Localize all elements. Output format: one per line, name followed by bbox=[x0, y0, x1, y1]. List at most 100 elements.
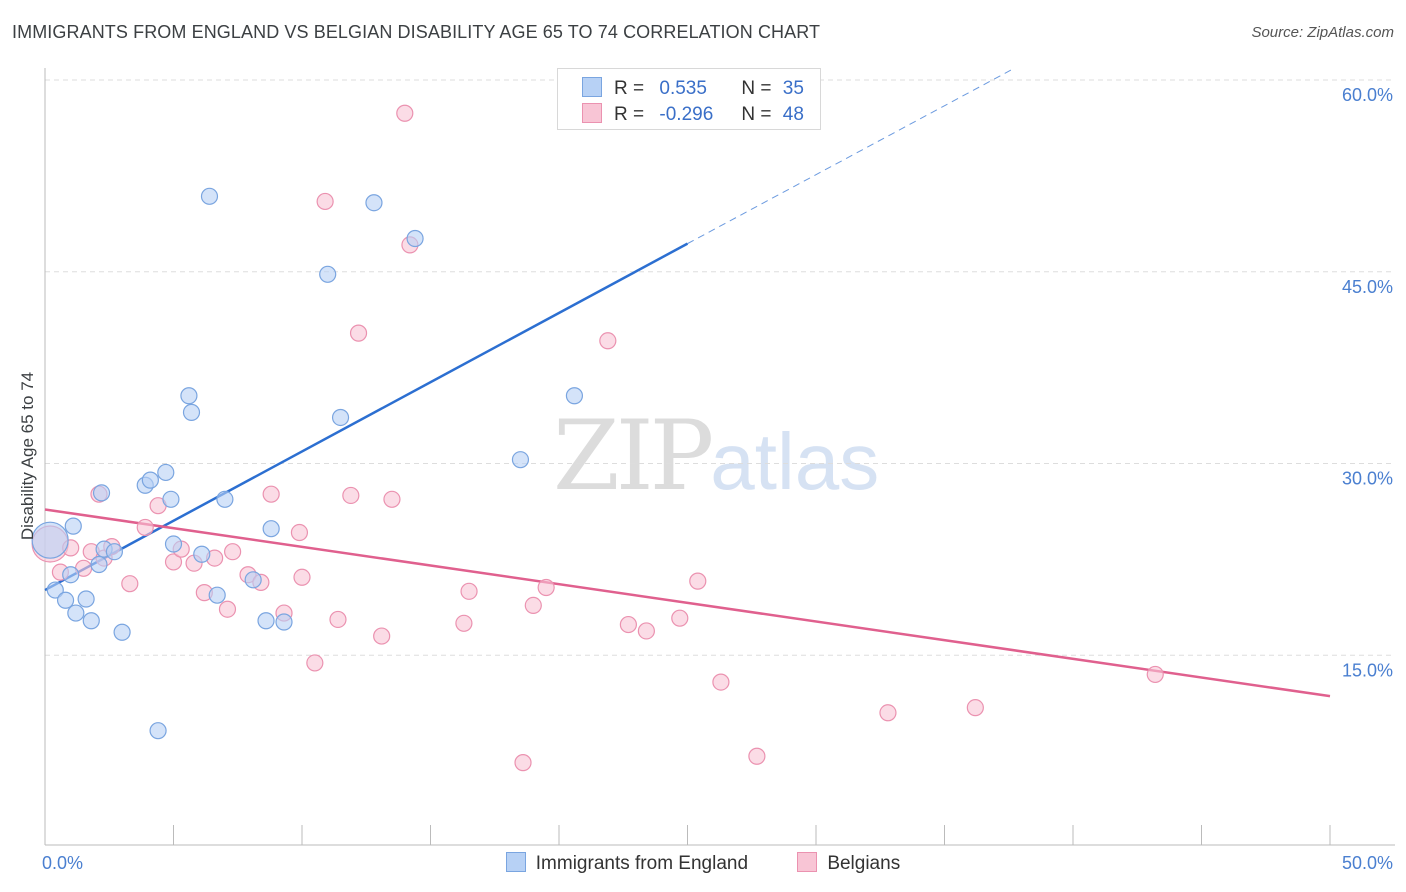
correlation-legend: R = 0.535 N = 35 R = -0.296 N = 48 bbox=[557, 68, 821, 130]
england-swatch bbox=[582, 77, 602, 97]
england-point bbox=[31, 521, 69, 559]
belgian-point bbox=[689, 572, 707, 590]
england-n-label: N = bbox=[741, 78, 772, 99]
belgian-point bbox=[342, 486, 360, 505]
england-point bbox=[82, 612, 100, 630]
england-point bbox=[77, 590, 95, 608]
belgian-point bbox=[136, 518, 154, 537]
axes bbox=[44, 68, 1395, 846]
england-r-label: R = bbox=[614, 78, 645, 99]
england-point bbox=[216, 490, 234, 508]
england-point bbox=[244, 571, 262, 589]
belgian-point bbox=[637, 622, 655, 640]
belgian-point bbox=[290, 523, 309, 542]
belgian-swatch bbox=[582, 103, 602, 123]
england-point bbox=[406, 229, 424, 248]
chart-title: IMMIGRANTS FROM ENGLAND VS BELGIAN DISAB… bbox=[12, 22, 821, 42]
england-point bbox=[182, 403, 201, 421]
belgian-point bbox=[293, 568, 311, 586]
data-points bbox=[31, 104, 1164, 772]
england-point bbox=[193, 545, 211, 563]
belgian-n-label: N = bbox=[741, 104, 772, 125]
england-point bbox=[105, 543, 123, 561]
england-point bbox=[56, 591, 75, 609]
england-point bbox=[262, 520, 280, 538]
belgian-point bbox=[455, 614, 473, 632]
england-point bbox=[157, 463, 175, 482]
belgian-point bbox=[599, 332, 617, 350]
england-point bbox=[565, 387, 584, 405]
chart-source: Source: ZipAtlas.com bbox=[1251, 24, 1394, 41]
belgian-point bbox=[537, 578, 555, 597]
watermark-atlas: atlas bbox=[710, 417, 880, 506]
x-tick-label: 0.0% bbox=[42, 853, 83, 873]
england-trend-extension bbox=[687, 68, 1015, 245]
belgian-n-value: 48 bbox=[782, 104, 804, 125]
belgian-point bbox=[748, 747, 766, 765]
belgian-point bbox=[1146, 665, 1164, 684]
legend-item-england: Immigrants from England bbox=[505, 852, 749, 875]
england-point bbox=[64, 517, 82, 535]
y-tick-label: 30.0% bbox=[1342, 469, 1393, 489]
england-point bbox=[180, 387, 198, 405]
belgian-point bbox=[514, 754, 532, 772]
legend-belgian-swatch bbox=[797, 852, 818, 872]
belgian-point bbox=[619, 615, 637, 634]
watermark: ZIPatlas bbox=[553, 400, 879, 512]
watermark-zip: ZIP bbox=[553, 400, 714, 512]
england-point bbox=[162, 490, 180, 508]
england-point bbox=[319, 265, 337, 283]
y-tick-label: 45.0% bbox=[1342, 277, 1393, 297]
belgian-point bbox=[349, 324, 368, 342]
england-point bbox=[67, 604, 85, 622]
belgian-r-label: R = bbox=[614, 104, 645, 125]
belgian-point bbox=[671, 609, 689, 627]
x-tick-label: 50.0% bbox=[1342, 853, 1393, 873]
england-point bbox=[62, 566, 80, 584]
belgian-point bbox=[966, 699, 984, 717]
england-point bbox=[208, 586, 226, 604]
belgian-trend-line bbox=[44, 508, 1331, 698]
england-point bbox=[511, 451, 530, 469]
belgian-point bbox=[373, 627, 391, 645]
belgian-point bbox=[460, 582, 478, 600]
belgian-point bbox=[524, 596, 542, 614]
england-point bbox=[113, 623, 131, 641]
belgian-point bbox=[121, 575, 139, 593]
england-point bbox=[141, 471, 159, 489]
legend-row-belgians: R = -0.296 N = 48 bbox=[582, 103, 804, 125]
legend-row-england: R = 0.535 N = 35 bbox=[582, 77, 804, 99]
belgian-point bbox=[218, 600, 237, 618]
england-point bbox=[257, 612, 275, 630]
belgian-point bbox=[224, 543, 242, 561]
england-point bbox=[46, 581, 64, 599]
belgian-point bbox=[879, 704, 897, 722]
legend-england-swatch bbox=[505, 852, 526, 872]
england-trend-line bbox=[44, 242, 689, 592]
england-point bbox=[149, 722, 167, 740]
england-point bbox=[331, 408, 350, 427]
england-point bbox=[275, 613, 293, 631]
legend-item-belgians: Belgians bbox=[797, 852, 900, 875]
belgian-point bbox=[712, 673, 730, 691]
belgian-point bbox=[164, 553, 183, 571]
legend-belgian-label: Belgians bbox=[827, 853, 901, 874]
england-point bbox=[365, 194, 383, 212]
belgian-point bbox=[262, 485, 280, 503]
england-n-value: 35 bbox=[782, 78, 804, 99]
england-point bbox=[92, 484, 111, 502]
belgian-point bbox=[306, 654, 324, 672]
legend-england-label: Immigrants from England bbox=[535, 853, 749, 874]
england-point bbox=[90, 555, 108, 574]
series-legend: Immigrants from England Belgians bbox=[0, 852, 1406, 875]
axis-labels: 15.0% 30.0% 45.0% 60.0% 0.0% 50.0% Disability … bbox=[18, 85, 1393, 873]
england-r-value: 0.535 bbox=[659, 78, 707, 99]
belgian-point bbox=[316, 192, 334, 211]
belgian-point bbox=[329, 610, 347, 629]
belgian-point bbox=[396, 104, 414, 122]
trend-lines bbox=[44, 68, 1331, 698]
england-point bbox=[200, 187, 219, 205]
y-tick-label: 60.0% bbox=[1342, 85, 1393, 105]
y-tick-label: 15.0% bbox=[1342, 660, 1393, 680]
